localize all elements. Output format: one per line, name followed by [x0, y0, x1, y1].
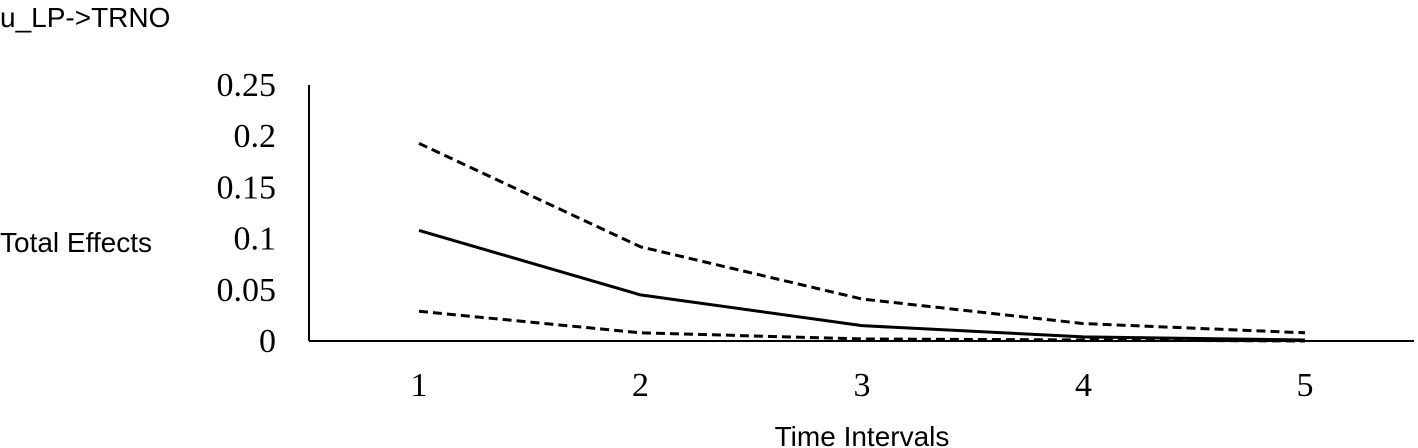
- axes: [308, 85, 1414, 342]
- chart-title: u_LP->TRNO: [0, 2, 170, 33]
- y-tick-label: 0.25: [217, 67, 277, 104]
- series-line-2: [418, 228, 1306, 342]
- x-tick-labels: 1 2 3 4 5: [411, 367, 1314, 404]
- y-tick-label: 0.15: [217, 169, 277, 206]
- x-tick-label: 4: [1075, 367, 1092, 404]
- y-tick-label: 0: [259, 323, 276, 360]
- y-tick-label: 0.05: [217, 272, 277, 309]
- x-tick-label: 5: [1297, 367, 1314, 404]
- x-tick-label: 1: [411, 367, 428, 404]
- y-tick-labels: 0 0.05 0.1 0.15 0.2 0.25: [217, 67, 277, 360]
- series-lines: [418, 142, 1306, 343]
- x-axis-title: Time Intervals: [775, 421, 950, 448]
- series-line-3: [418, 309, 1306, 343]
- x-tick-label: 3: [854, 367, 871, 404]
- x-tick-label: 2: [632, 367, 649, 404]
- series-line-1: [418, 142, 1306, 335]
- y-tick-label: 0.2: [234, 118, 277, 155]
- y-axis-title: Total Effects: [0, 227, 152, 258]
- y-tick-label: 0.1: [234, 221, 277, 258]
